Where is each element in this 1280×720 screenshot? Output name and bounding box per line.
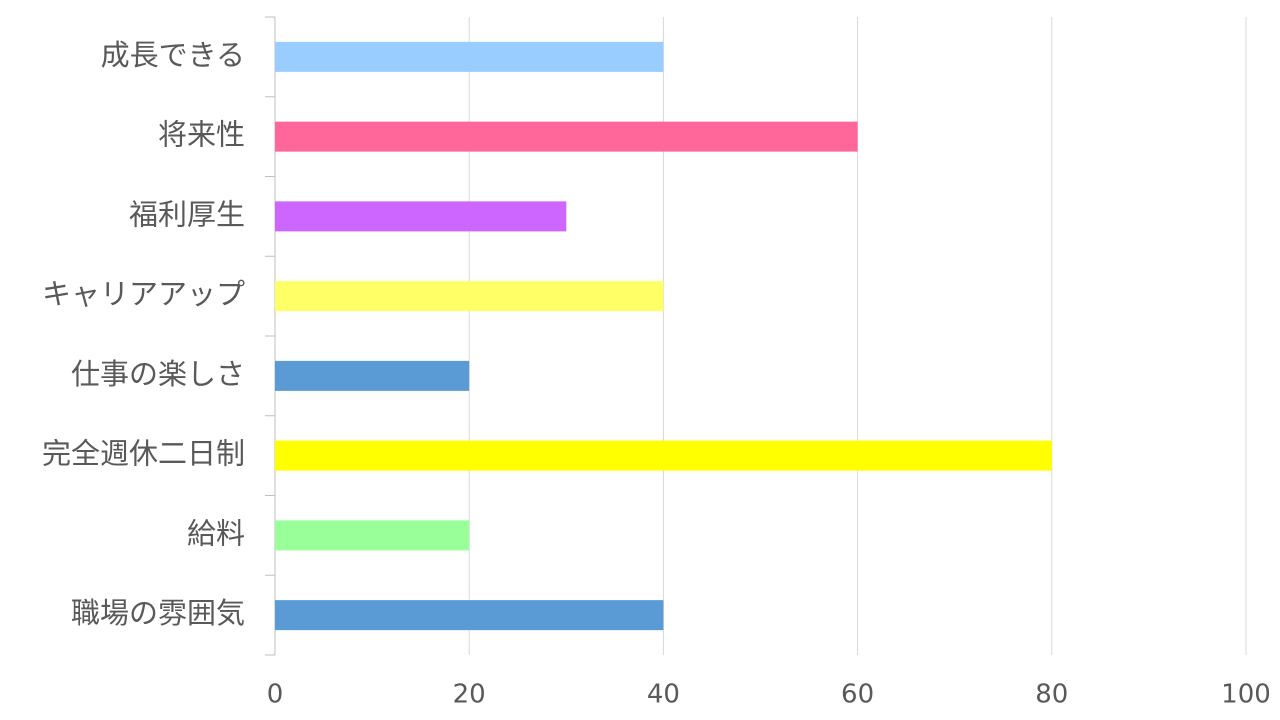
y-tick-label: キャリアアップ xyxy=(42,277,245,311)
x-tick-label: 40 xyxy=(647,680,680,710)
x-tick-label: 80 xyxy=(1035,680,1068,710)
y-tick-label: 成長できる xyxy=(101,38,245,72)
bar xyxy=(275,41,664,72)
y-tick-label: 将来性 xyxy=(158,118,245,152)
bar xyxy=(275,201,567,232)
y-tick-label: 仕事の楽しさ xyxy=(71,357,245,391)
x-tick-label: 0 xyxy=(267,680,284,710)
bar xyxy=(275,121,858,152)
x-tick-label: 20 xyxy=(453,680,486,710)
y-tick-label: 福利厚生 xyxy=(129,197,245,231)
bar xyxy=(275,281,664,312)
y-tick-label: 職場の雰囲気 xyxy=(71,596,245,630)
bar xyxy=(275,600,664,631)
bar xyxy=(275,360,470,391)
bar xyxy=(275,520,470,551)
x-tick-label: 60 xyxy=(841,680,874,710)
y-tick-label: 給料 xyxy=(187,516,245,550)
y-tick-label: 完全週休二日制 xyxy=(42,437,245,471)
bar xyxy=(275,440,1052,471)
x-tick-label: 100 xyxy=(1221,680,1271,710)
